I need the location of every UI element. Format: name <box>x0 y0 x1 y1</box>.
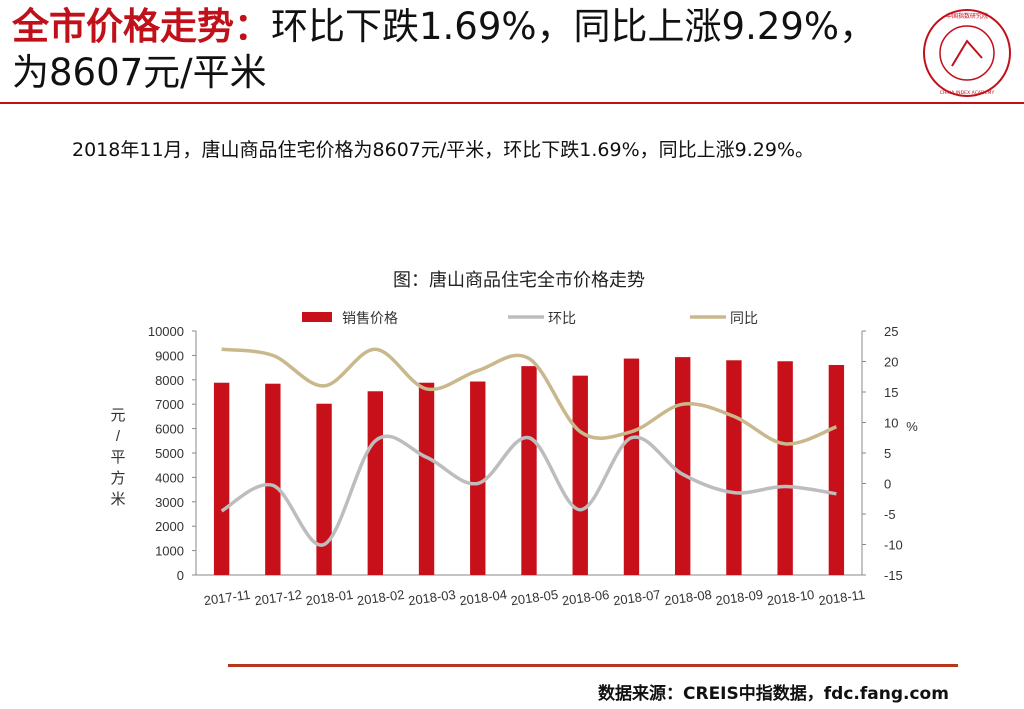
left-axis-label-char: 元 <box>110 407 125 424</box>
left-axis-label-char: 米 <box>110 491 125 508</box>
title-highlight: 全市价格走势： <box>12 5 271 48</box>
china-index-academy-seal-icon: 中国指数研究院 CHINA INDEX ACADEMY <box>923 9 1011 97</box>
footer-divider <box>228 664 958 667</box>
price-bar <box>418 382 435 575</box>
legend-label: 销售价格 <box>342 310 398 326</box>
legend-swatch <box>302 312 332 322</box>
left-tick-label: 10000 <box>148 324 184 339</box>
price-bar <box>265 383 281 575</box>
svg-text:中国指数研究院: 中国指数研究院 <box>946 12 988 20</box>
left-tick-label: 5000 <box>155 446 184 461</box>
right-tick-label: 5 <box>884 446 891 461</box>
x-tick-label: 2018-06 <box>561 587 610 608</box>
right-tick-label: -5 <box>884 507 896 522</box>
left-tick-label: 3000 <box>155 495 184 510</box>
x-tick-label: 2018-03 <box>407 587 456 608</box>
x-tick-label: 2018-08 <box>663 587 712 608</box>
x-tick-label: 2018-11 <box>818 587 866 608</box>
x-tick-label: 2018-09 <box>715 587 764 608</box>
left-axis-label-char: 平 <box>110 449 125 466</box>
left-axis-label-char: / <box>116 428 121 445</box>
x-tick-label: 2018-02 <box>356 587 405 608</box>
x-tick-label: 2018-10 <box>766 587 815 608</box>
price-bar <box>675 357 691 575</box>
x-tick-label: 2017-11 <box>203 587 251 608</box>
summary-text: 2018年11月，唐山商品住宅价格为8607元/平米，环比下跌1.69%，同比上… <box>72 139 815 161</box>
price-bar <box>726 360 742 575</box>
right-tick-label: 10 <box>884 416 898 431</box>
price-bar <box>828 364 845 575</box>
legend-label: 同比 <box>730 310 758 326</box>
left-tick-label: 2000 <box>155 519 184 534</box>
price-bar <box>213 382 230 575</box>
left-tick-label: 4000 <box>155 470 184 485</box>
left-tick-label: 6000 <box>155 422 184 437</box>
right-tick-label: 20 <box>884 355 898 370</box>
price-bar <box>623 358 640 575</box>
x-tick-label: 2017-12 <box>254 587 303 608</box>
header-divider <box>0 102 1024 104</box>
page-title: 全市价格走势：环比下跌1.69%，同比上涨9.29%，为8607元/平米 <box>12 4 892 96</box>
left-axis-label-char: 方 <box>110 470 125 487</box>
left-tick-label: 1000 <box>155 544 184 559</box>
right-tick-label: -10 <box>884 538 903 553</box>
price-bar <box>367 391 383 575</box>
data-source: 数据来源：CREIS中指数据，fdc.fang.com <box>598 684 949 704</box>
left-tick-label: 9000 <box>155 348 184 363</box>
x-tick-label: 2018-05 <box>510 587 559 608</box>
right-tick-label: 15 <box>884 385 898 400</box>
price-bar <box>470 381 486 575</box>
right-tick-label: -15 <box>884 568 903 583</box>
x-tick-label: 2018-01 <box>305 587 354 608</box>
right-axis-label: % <box>906 419 918 434</box>
left-tick-label: 0 <box>177 568 184 583</box>
legend-label: 环比 <box>548 310 576 326</box>
svg-text:CHINA INDEX ACADEMY: CHINA INDEX ACADEMY <box>940 90 995 96</box>
chart-title: 图：唐山商品住宅全市价格走势 <box>393 270 645 290</box>
title-rest: 环比下跌1.69%，同比上涨9.29%，为8607元/平米 <box>12 5 877 94</box>
price-bar <box>777 361 793 575</box>
price-bar <box>316 403 332 575</box>
price-bar <box>521 366 537 575</box>
right-tick-label: 0 <box>884 477 891 492</box>
left-tick-label: 7000 <box>155 397 184 412</box>
left-tick-label: 8000 <box>155 373 184 388</box>
x-tick-label: 2018-07 <box>612 587 661 608</box>
x-tick-label: 2018-04 <box>458 587 507 608</box>
price-bar <box>572 375 588 575</box>
right-tick-label: 25 <box>884 324 898 339</box>
